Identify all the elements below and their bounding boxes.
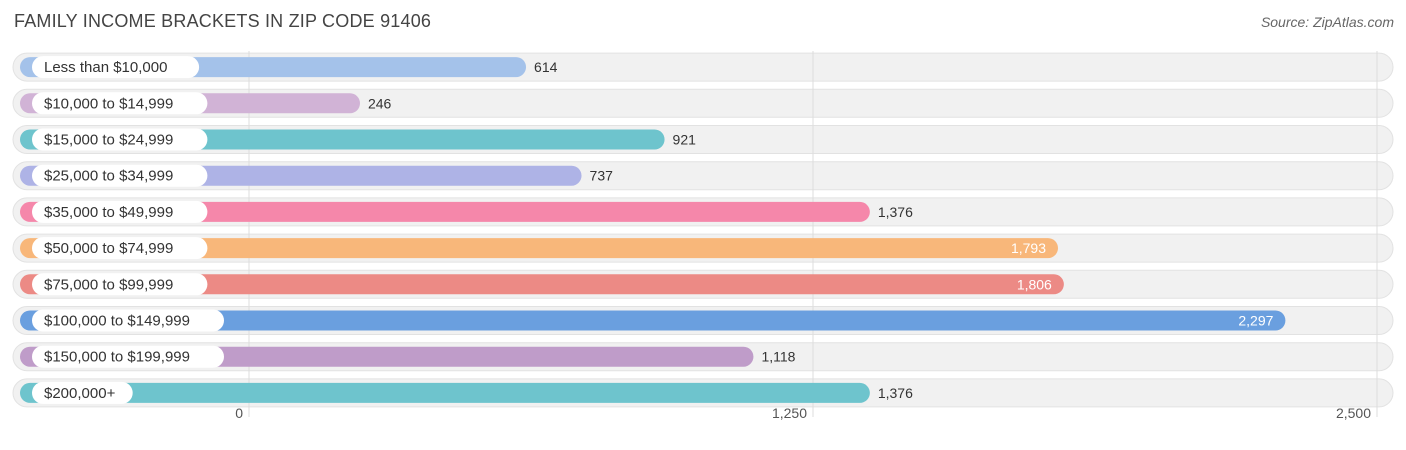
value-label: 614 bbox=[534, 59, 558, 75]
bar bbox=[20, 201, 870, 222]
value-label: 2,297 bbox=[1238, 313, 1273, 329]
category-label: Less than $10,000 bbox=[44, 59, 167, 76]
category-label-pill bbox=[32, 200, 208, 223]
category-label-pill bbox=[32, 92, 208, 115]
category-label: $75,000 to $99,999 bbox=[44, 276, 173, 293]
category-label: $10,000 to $14,999 bbox=[44, 95, 173, 112]
value-label: 737 bbox=[590, 168, 614, 184]
value-label: 246 bbox=[368, 95, 392, 111]
category-label-pill bbox=[32, 381, 133, 404]
category-label-pill bbox=[32, 345, 224, 368]
category-label: $35,000 to $49,999 bbox=[44, 204, 173, 221]
value-label: 1,806 bbox=[1017, 276, 1052, 292]
value-label: 921 bbox=[673, 132, 697, 148]
row-track bbox=[12, 88, 1394, 118]
category-label: $150,000 to $199,999 bbox=[44, 349, 190, 366]
category-label: $100,000 to $149,999 bbox=[44, 313, 190, 330]
x-tick-label: 2,500 bbox=[1336, 405, 1371, 421]
category-label: $200,000+ bbox=[44, 385, 116, 402]
category-label-pill bbox=[32, 56, 200, 79]
category-label-pill bbox=[32, 309, 224, 332]
bar bbox=[20, 382, 870, 403]
bar bbox=[20, 274, 1064, 295]
value-label: 1,793 bbox=[1011, 240, 1046, 256]
category-label-pill bbox=[32, 164, 208, 187]
chart-title: FAMILY INCOME BRACKETS IN ZIP CODE 91406 bbox=[14, 11, 432, 31]
category-label-pill bbox=[32, 237, 208, 260]
category-label: $25,000 to $34,999 bbox=[44, 168, 173, 185]
value-label: 1,376 bbox=[878, 385, 913, 401]
value-label: 1,118 bbox=[761, 349, 795, 365]
x-tick-label: 1,250 bbox=[772, 405, 807, 421]
source-note: Source: ZipAtlas.com bbox=[1260, 14, 1394, 30]
category-label-pill bbox=[32, 273, 208, 296]
category-label: $50,000 to $74,999 bbox=[44, 240, 173, 257]
category-label: $15,000 to $24,999 bbox=[44, 132, 173, 149]
category-label-pill bbox=[32, 128, 208, 151]
bar bbox=[20, 310, 1286, 331]
value-label: 1,376 bbox=[878, 204, 913, 220]
bar bbox=[20, 238, 1059, 259]
x-tick-label: 0 bbox=[235, 405, 243, 421]
